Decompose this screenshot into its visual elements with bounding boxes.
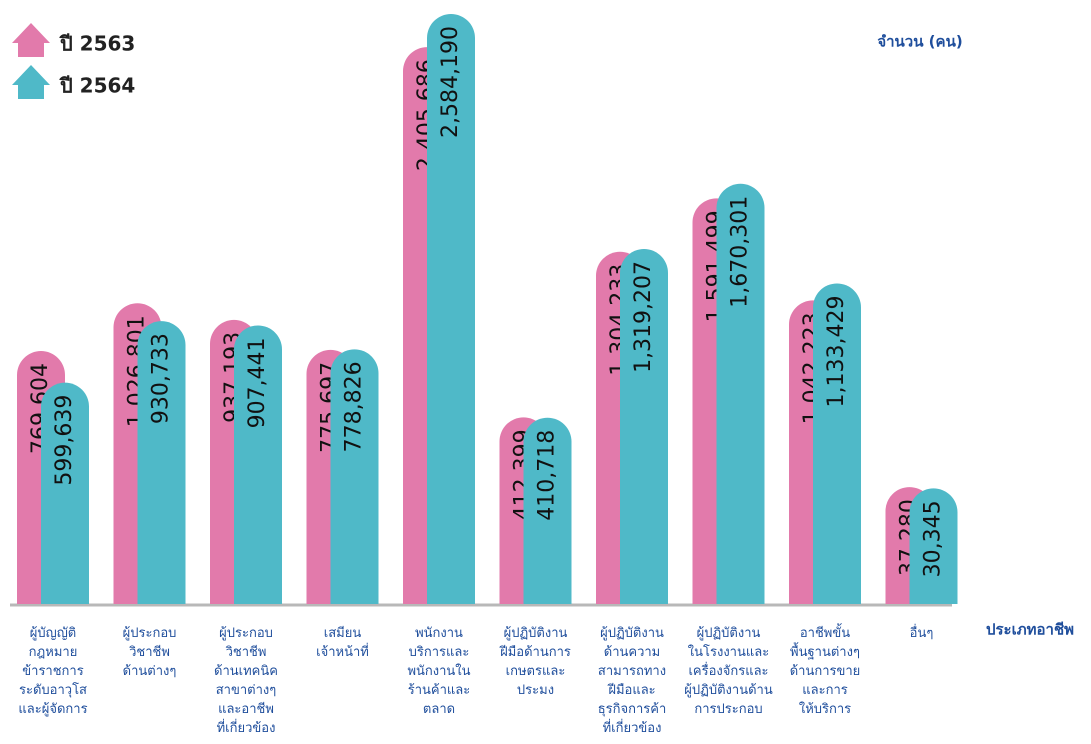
x-tick-line: ระดับอาวุโส xyxy=(19,682,87,698)
x-tick-line: เสมียน xyxy=(324,625,362,641)
bar xyxy=(234,325,282,604)
x-tick-label: ผู้ปฏิบัติงานฝีมือด้านการเกษตรและประมง xyxy=(498,626,571,698)
value-label: 930,733 xyxy=(149,333,174,424)
x-tick-line: ด้านต่างๆ xyxy=(123,664,177,679)
x-tick-line: ในโรงงานและ xyxy=(688,644,769,660)
x-tick-line: วิชาชีพ xyxy=(128,644,170,660)
value-label: 410,718 xyxy=(535,430,560,521)
x-tick-line: ธุรกิจการค้า xyxy=(598,702,667,717)
x-tick-line: อาชีพขั้น xyxy=(800,623,850,641)
x-tick-line: พื้นฐานต่างๆ xyxy=(790,642,860,660)
legend-label: ปี 2564 xyxy=(59,74,136,98)
x-tick-line: ผู้บัญญัติ xyxy=(30,626,76,641)
x-tick-line: ด้านความ xyxy=(604,645,661,660)
x-tick-line: การประกอบ xyxy=(694,702,762,717)
value-label: 1,133,429 xyxy=(824,295,849,407)
x-tick-line: ผู้ปฏิบัติงาน xyxy=(600,626,664,641)
bar xyxy=(909,488,958,604)
x-tick-line: ตลาด xyxy=(423,702,455,717)
bar xyxy=(427,14,475,604)
x-tick-line: พนักงาน xyxy=(415,626,463,641)
value-label: 778,826 xyxy=(342,361,367,452)
x-tick-label: พนักงานบริการและพนักงานในร้านค้าและตลาด xyxy=(407,626,470,717)
x-tick-line: และการ xyxy=(802,683,847,698)
legend-icon xyxy=(12,65,50,99)
value-label: 599,639 xyxy=(52,395,77,486)
x-tick-label: เสมียนเจ้าหน้าที่ xyxy=(316,625,369,660)
x-tick-line: ผู้ปฏิบัติงานด้าน xyxy=(684,683,773,698)
x-tick-line: บริการและ xyxy=(409,645,470,660)
legend-label: ปี 2563 xyxy=(59,32,136,56)
value-label: 1,670,301 xyxy=(728,196,753,308)
x-tick-line: ผู้ประกอบ xyxy=(123,626,177,641)
x-tick-line: อื่นๆ xyxy=(909,624,933,641)
x-tick-label: ผู้ปฏิบัติงานในโรงงานและเครื่องจักรและผู… xyxy=(684,626,773,717)
x-tick-line: เจ้าหน้าที่ xyxy=(316,643,369,660)
y-axis-label: จำนวน (คน) xyxy=(877,33,962,51)
x-tick-line: ที่เกี่ยวข้อง xyxy=(603,719,662,736)
x-tick-line: ให้บริการ xyxy=(799,701,851,717)
x-tick-line: วิชาชีพ xyxy=(225,644,267,660)
legend-icon xyxy=(12,23,50,57)
x-tick-line: และผู้จัดการ xyxy=(18,702,87,717)
x-tick-line: สาขาต่างๆ xyxy=(216,683,277,698)
x-tick-line: ด้านเทคนิค xyxy=(214,664,278,679)
value-label: 30,345 xyxy=(921,500,946,577)
x-tick-label: ผู้บัญญัติกฎหมายข้าราชการระดับอาวุโสและผ… xyxy=(18,626,87,717)
bar xyxy=(620,248,668,604)
x-tick-label: ผู้ประกอบวิชาชีพด้านเทคนิคสาขาต่างๆและอา… xyxy=(214,626,278,736)
x-tick-line: ด้านการขาย xyxy=(790,664,861,679)
x-tick-line: ฝีมือและ xyxy=(607,682,656,698)
x-tick-line: ประมง xyxy=(517,683,554,698)
x-axis-label: ประเภทอาชีพ xyxy=(986,621,1074,639)
value-label: 907,441 xyxy=(245,337,270,428)
x-tick-line: เครื่องจักรและ xyxy=(688,662,768,679)
x-tick-line: ผู้ปฏิบัติงาน xyxy=(697,626,761,641)
x-tick-label: ผู้ประกอบวิชาชีพด้านต่างๆ xyxy=(123,626,177,679)
x-tick-label: ผู้ปฏิบัติงานด้านความสามารถทางฝีมือและธุ… xyxy=(598,626,667,736)
x-tick-line: ผู้ประกอบ xyxy=(219,626,273,641)
x-tick-line: ข้าราชการ xyxy=(22,664,83,679)
x-tick-line: ที่เกี่ยวข้อง xyxy=(217,719,276,736)
x-tick-line: และอาชีพ xyxy=(218,701,274,717)
bar xyxy=(137,321,186,604)
x-tick-label: อื่นๆ xyxy=(909,624,933,641)
bar xyxy=(813,283,861,604)
value-label: 1,319,207 xyxy=(631,261,656,373)
bar xyxy=(716,183,765,604)
bar xyxy=(330,349,379,604)
x-tick-line: พนักงานใน xyxy=(407,663,470,679)
x-tick-line: สามารถทาง xyxy=(598,664,666,679)
x-tick-label: อาชีพขั้นพื้นฐานต่างๆด้านการขายและการให้… xyxy=(790,623,861,717)
x-tick-line: ฝีมือด้านการ xyxy=(498,644,571,660)
value-label: 2,584,190 xyxy=(438,26,463,138)
bar xyxy=(41,382,89,604)
bar xyxy=(523,417,572,604)
x-tick-line: เกษตรและ xyxy=(506,664,566,679)
x-tick-line: ร้านค้าและ xyxy=(408,683,471,698)
x-tick-line: กฎหมาย xyxy=(29,645,78,660)
x-tick-line: ผู้ปฏิบัติงาน xyxy=(504,626,568,641)
